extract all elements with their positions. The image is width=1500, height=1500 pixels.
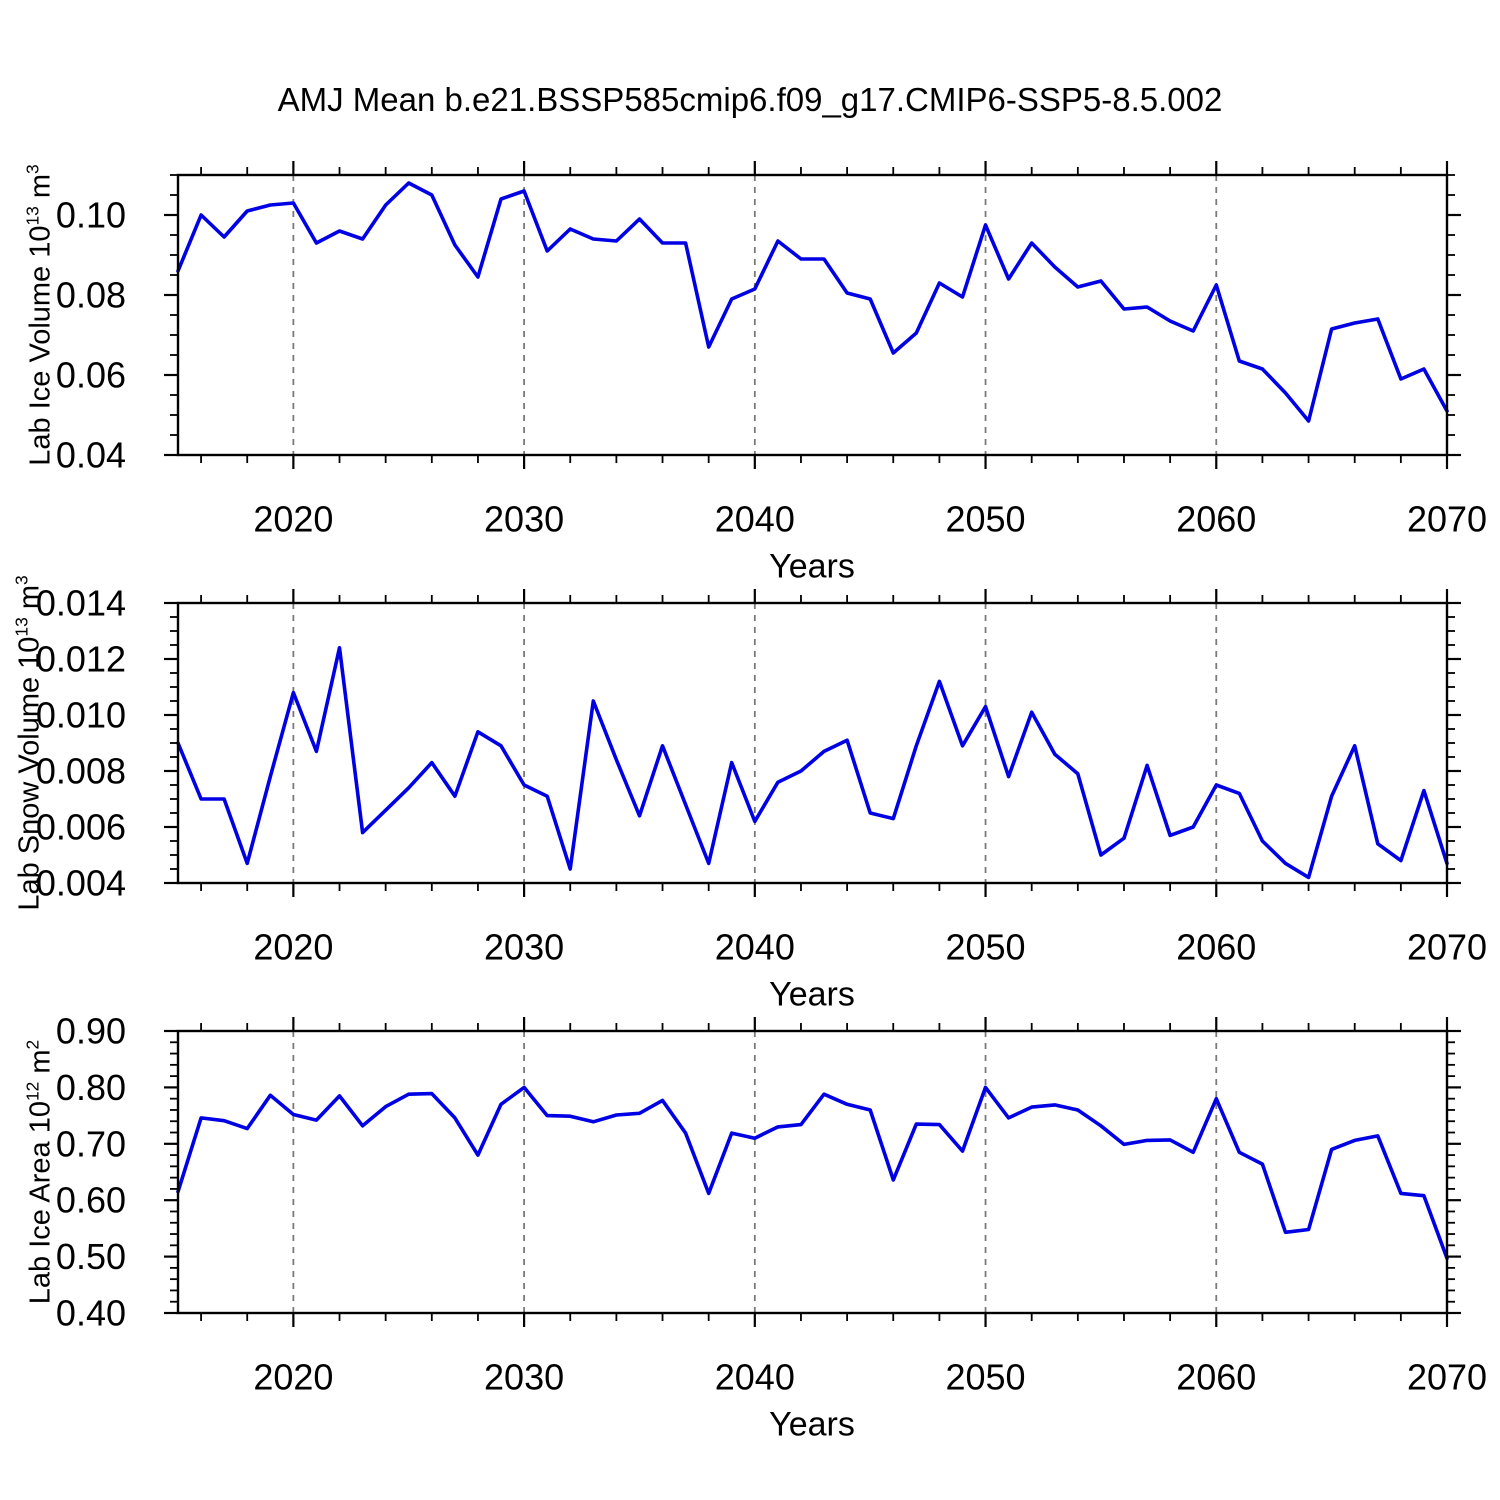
x-tick-label: 2020 — [253, 927, 333, 968]
y-tick-label: 0.06 — [56, 355, 126, 396]
x-tick-label: 2040 — [715, 499, 795, 540]
y-tick-label: 0.004 — [36, 863, 126, 904]
y-tick-label: 0.40 — [56, 1293, 126, 1334]
x-tick-label: 2070 — [1407, 499, 1487, 540]
x-tick-label: 2020 — [253, 499, 333, 540]
plot-frame — [176, 601, 1449, 885]
y-axis-title-unit-exponent: 3 — [22, 164, 43, 174]
lab-snow-volume-panel: 0.014 0.012 0.010 0.008 0.006 0.004 2020 2030 20… — [36, 583, 1487, 968]
plot-frame — [176, 173, 1449, 457]
y-tick-label: 0.04 — [56, 435, 126, 476]
y-axis-title-lab-ice-volume: Lab Ice Volume 1013 m3 — [23, 164, 58, 465]
y-tick-label: 0.010 — [36, 695, 126, 736]
y-tick-label: 0.006 — [36, 807, 126, 848]
y-tick-label: 0.70 — [56, 1123, 126, 1164]
x-tick-label: 2020 — [253, 1357, 333, 1398]
figure-title: AMJ Mean b.e21.BSSP585cmip6.f09_g17.CMIP… — [277, 81, 1223, 118]
x-tick-label: 2030 — [484, 1357, 564, 1398]
x-tick-label: 2030 — [484, 499, 564, 540]
y-tick-label: 0.014 — [36, 583, 126, 624]
x-axis-title-years-panel3: Years — [769, 1405, 855, 1444]
y-axis-title-unit-exponent: 3 — [11, 575, 32, 586]
x-axis-title-years-panel2: Years — [769, 975, 855, 1014]
lab-ice-volume-line — [176, 181, 1449, 423]
y-axis-title-unit-exponent: 2 — [22, 1039, 43, 1050]
x-tick-label: 2070 — [1407, 927, 1487, 968]
x-tick-label: 2060 — [1176, 927, 1256, 968]
y-tick-label: 0.012 — [36, 639, 126, 680]
y-axis-title-lab-ice-area: Lab Ice Area 1012 m2 — [23, 1040, 58, 1304]
y-tick-label: 0.08 — [56, 275, 126, 316]
y-axis-title-exponent: 13 — [22, 206, 43, 226]
y-axis-title-text: Lab Ice Volume 10 — [24, 225, 57, 466]
y-axis-title-unit: m — [24, 1049, 57, 1082]
y-axis-title-exponent: 13 — [11, 617, 32, 637]
x-tick-label: 2050 — [945, 499, 1025, 540]
x-tick-label: 2060 — [1176, 1357, 1256, 1398]
y-axis-title-lab-snow-volume: Lab Snow Volume 1013 m3 — [12, 575, 47, 910]
x-tick-label: 2040 — [715, 927, 795, 968]
y-tick-label: 0.008 — [36, 751, 126, 792]
x-tick-label: 2050 — [945, 927, 1025, 968]
y-tick-label: 0.10 — [56, 195, 126, 236]
x-tick-label: 2060 — [1176, 499, 1256, 540]
lab-snow-volume-line — [176, 645, 1449, 880]
x-axis-title-years-panel1: Years — [769, 547, 855, 586]
y-axis-title-text: Lab Ice Area 10 — [24, 1101, 57, 1305]
x-tick-label: 2030 — [484, 927, 564, 968]
y-axis-title-text: Lab Snow Volume 10 — [13, 636, 46, 911]
lab-ice-area-line — [176, 1085, 1449, 1261]
x-tick-label: 2070 — [1407, 1357, 1487, 1398]
plot-frame — [176, 1029, 1449, 1315]
x-tick-label: 2040 — [715, 1357, 795, 1398]
lab-ice-area-panel: 0.90 0.80 0.70 0.60 0.50 0.40 2020 2030 2040 2050… — [56, 1011, 1487, 1398]
x-tick-label: 2050 — [945, 1357, 1025, 1398]
y-tick-label: 0.80 — [56, 1067, 126, 1108]
y-tick-label: 0.50 — [56, 1236, 126, 1277]
y-axis-title-exponent: 12 — [22, 1081, 43, 1102]
y-axis-title-unit: m — [24, 173, 57, 207]
y-tick-label: 0.90 — [56, 1011, 126, 1052]
y-tick-label: 0.60 — [56, 1180, 126, 1221]
y-axis-title-unit: m — [13, 585, 46, 618]
lab-ice-volume-panel: 0.10 0.08 0.06 0.04 2020 2030 2040 2050 2060 2070 — [56, 161, 1487, 540]
